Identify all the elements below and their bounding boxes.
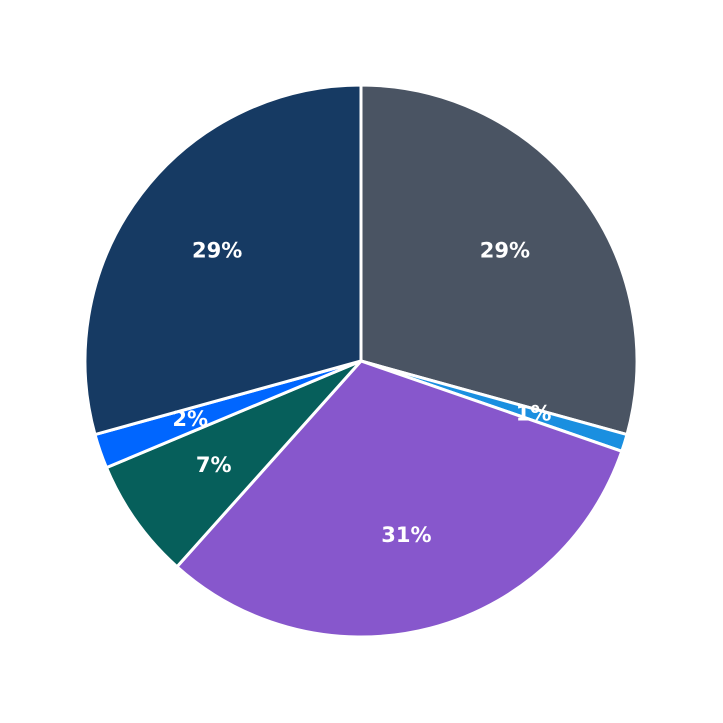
pie-slice — [83, 83, 363, 437]
pie-slice — [359, 83, 639, 437]
slice-label: 29% — [192, 239, 242, 263]
slice-label: 7% — [196, 453, 232, 477]
slice-label: 2% — [172, 407, 208, 431]
slice-label: 31% — [381, 523, 431, 547]
pie-slice — [175, 359, 624, 639]
slice-label: 29% — [480, 239, 530, 263]
slice-label: 1% — [516, 402, 552, 426]
pie-slice — [104, 359, 363, 569]
